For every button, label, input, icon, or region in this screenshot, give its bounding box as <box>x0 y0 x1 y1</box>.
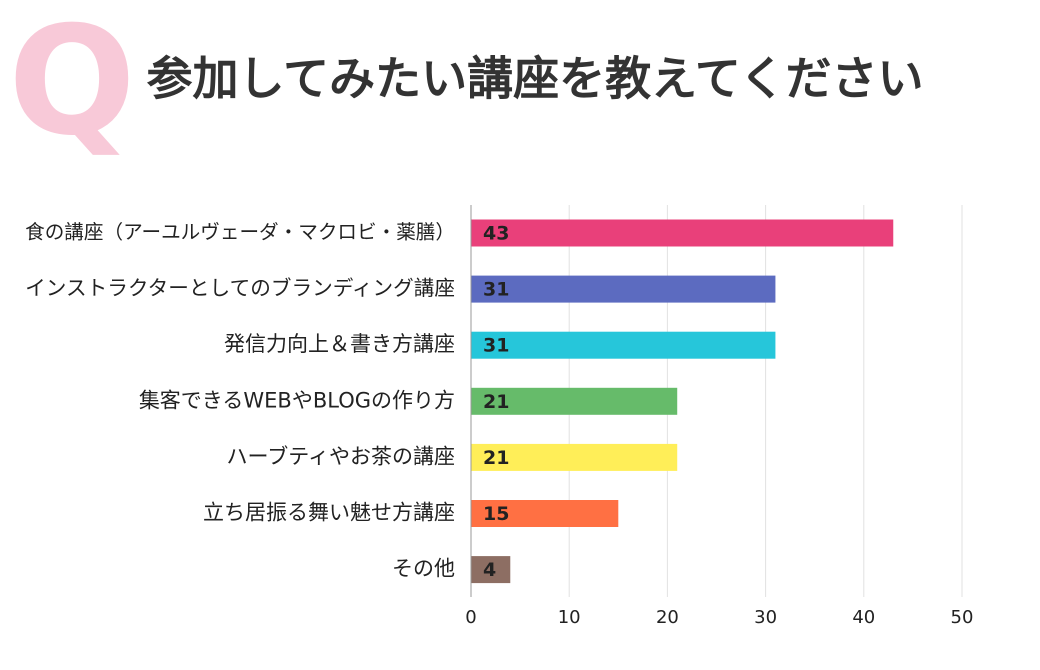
value-label: 31 <box>483 335 509 357</box>
x-tick-label: 30 <box>754 607 777 628</box>
x-tick-label: 50 <box>951 607 974 628</box>
x-tick-label: 10 <box>558 607 581 628</box>
x-tick-label: 40 <box>852 607 875 628</box>
value-label: 21 <box>483 447 509 469</box>
bar <box>471 219 894 247</box>
value-label: 21 <box>483 391 509 413</box>
value-label: 4 <box>483 559 496 581</box>
x-tick-label: 20 <box>656 607 679 628</box>
y-tick-label: 発信力向上＆書き方講座 <box>224 332 455 356</box>
y-tick-label: 立ち居振る舞い魅せ方講座 <box>203 501 455 525</box>
title-mark: Q <box>8 0 136 169</box>
bar <box>471 387 678 415</box>
y-tick-label: その他 <box>392 557 455 581</box>
y-tick-label: ハーブティやお茶の講座 <box>227 444 455 468</box>
y-tick-label: 集客できるWEBやBLOGの作り方 <box>139 388 455 412</box>
value-label: 15 <box>483 503 509 525</box>
bar <box>471 275 776 303</box>
x-tick-label: 0 <box>465 607 476 628</box>
bar <box>471 500 619 527</box>
chart-title: 参加してみたい講座を教えてください <box>147 52 924 106</box>
bar <box>471 443 678 471</box>
bar <box>471 556 511 584</box>
value-label: 43 <box>483 223 509 245</box>
value-label: 31 <box>483 279 509 301</box>
bar <box>471 331 776 359</box>
y-tick-label: インストラクターとしてのブランディング講座 <box>25 276 455 300</box>
y-tick-label: 食の講座（アーユルヴェーダ・マクロビ・薬膳） <box>25 221 455 244</box>
